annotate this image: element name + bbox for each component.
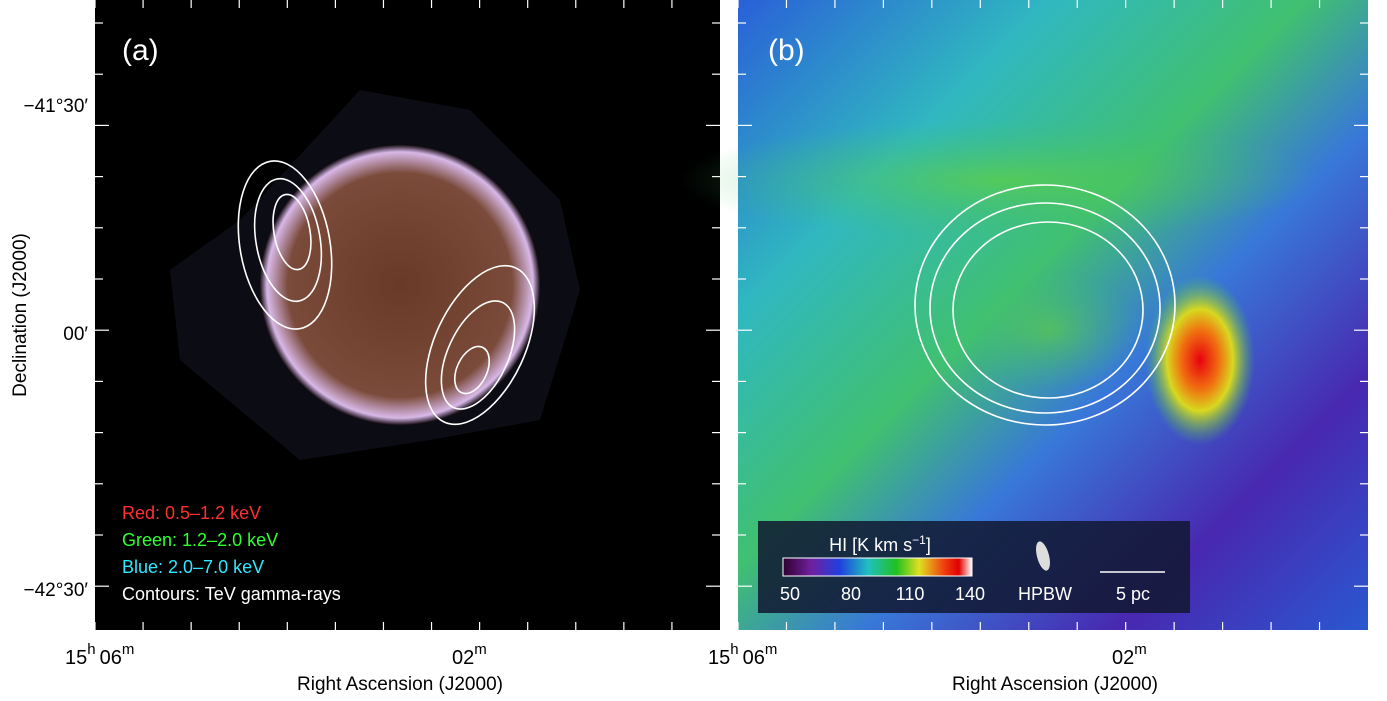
hi-feature <box>680 120 1320 240</box>
y-axis-label: Declination (J2000) <box>10 233 31 397</box>
legend-entry: Green: 1.2–2.0 keV <box>122 530 278 550</box>
x-tick-label: 02m <box>1112 641 1147 669</box>
tick-part: 06 <box>743 647 765 669</box>
legend-entry: Contours: TeV gamma-rays <box>122 584 341 604</box>
legend-entry: Blue: 2.0–7.0 keV <box>122 557 264 577</box>
colorbar-tick-label: 80 <box>841 584 861 604</box>
tick-part: h <box>87 641 95 658</box>
x-tick-label: 02m <box>452 641 487 669</box>
x-tick-label: 15h 06m <box>65 641 134 669</box>
y-tick-label: −42°30′ <box>23 580 88 601</box>
colorbar-title-sup: −1 <box>912 533 926 547</box>
scale-label: 5 pc <box>1116 584 1150 604</box>
tick-part: m <box>1134 641 1147 658</box>
colorbar-tick-label: 140 <box>955 584 985 604</box>
panel-label: (b) <box>768 34 805 67</box>
tick-part: 15 <box>708 647 730 669</box>
x-axis-label: Right Ascension (J2000) <box>297 674 503 695</box>
remnant <box>260 145 540 425</box>
tick-part: h <box>730 641 738 658</box>
y-tick-label: −41°30′ <box>23 96 88 117</box>
tick-part: 06 <box>100 647 122 669</box>
colorbar-title-end: ] <box>926 535 931 555</box>
colorbar-tick-label: 110 <box>896 584 925 604</box>
hi-feature <box>960 270 1140 390</box>
tick-part: 15 <box>65 647 87 669</box>
hi-peak <box>1145 275 1255 445</box>
beam-label: HPBW <box>1018 584 1072 604</box>
panel-a: (a) Red: 0.5–1.2 keV Green: 1.2–2.0 keV … <box>95 0 720 630</box>
tick-part: m <box>474 641 487 658</box>
colorbar-title-text: HI [K km s <box>829 535 912 555</box>
legend-entry: Red: 0.5–1.2 keV <box>122 503 261 523</box>
tick-part: 02 <box>452 647 474 669</box>
figure: (a) Red: 0.5–1.2 keV Green: 1.2–2.0 keV … <box>0 0 1387 696</box>
x-tick-label: 15h 06m <box>708 641 777 669</box>
tick-part: 02 <box>1112 647 1134 669</box>
tick-part: m <box>122 641 135 658</box>
panel-b: (b) HI [K km s−1] 50 80 110 140 HPBW 5 p… <box>680 0 1368 630</box>
y-tick-label: 00′ <box>63 324 88 345</box>
panel-label: (a) <box>122 34 159 67</box>
x-axis-label: Right Ascension (J2000) <box>952 674 1158 695</box>
colorbar <box>783 558 972 576</box>
colorbar-tick-label: 50 <box>780 584 800 604</box>
tick-part: m <box>765 641 778 658</box>
